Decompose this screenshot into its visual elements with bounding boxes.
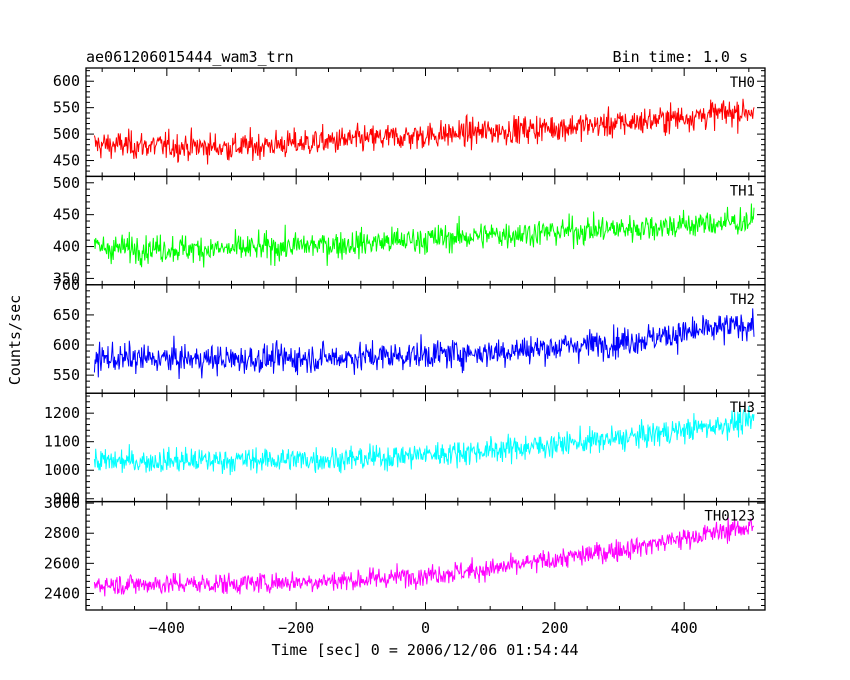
panel-th2: 550 600 650 700 TH2 (53, 276, 766, 394)
panel-frame (85, 284, 766, 394)
series-th3 (93, 405, 755, 476)
panels-group: 450 500 550 600 TH0 350 400 450 500 TH1 550 600 650 7… (44, 67, 766, 611)
x-tick-label: −200 (278, 619, 314, 637)
panel-frame (85, 392, 766, 503)
y-tick-label: 1000 (44, 461, 80, 479)
bin-time-label: Bin time: 1.0 s (613, 48, 748, 66)
y-tick-label: 2400 (44, 584, 80, 602)
y-tick-label: 1200 (44, 404, 80, 422)
panel-label: TH2 (730, 292, 755, 308)
panel-th0123: 2400 2600 2800 3000 TH0123 (44, 494, 766, 611)
x-tick-label: −400 (149, 619, 185, 637)
y-tick-label: 500 (53, 125, 80, 143)
y-tick-label: 450 (53, 152, 80, 170)
y-tick-label: 400 (53, 238, 80, 256)
y-tick-label: 550 (53, 366, 80, 384)
x-axis-label: Time [sec] 0 = 2006/12/06 01:54:44 (271, 641, 578, 659)
series-th1 (93, 203, 755, 268)
y-tick-label: 450 (53, 206, 80, 224)
panel-label: TH0123 (704, 509, 755, 525)
y-tick-label: 3000 (44, 494, 80, 512)
panel-label: TH1 (730, 183, 755, 199)
panel-frame (85, 500, 766, 611)
y-tick-label: 550 (53, 99, 80, 117)
y-tick-label: 600 (53, 336, 80, 354)
y-tick-label: 1100 (44, 433, 80, 451)
panel-th3: 900 1000 1100 1200 TH3 (44, 392, 766, 508)
y-tick-label: 900 (53, 490, 80, 508)
y-tick-label: 650 (53, 306, 80, 324)
y-tick-label: 2800 (44, 524, 80, 542)
x-tick-label: 200 (541, 619, 568, 637)
panel-label: TH3 (730, 400, 755, 416)
x-tick-label: 400 (671, 619, 698, 637)
series-th0 (93, 98, 755, 165)
y-tick-label: 600 (53, 72, 80, 90)
panel-th0: 450 500 550 600 TH0 (53, 67, 766, 178)
y-tick-label: 700 (53, 276, 80, 294)
y-axis-label: Counts/sec (6, 295, 24, 385)
y-tick-label: 2600 (44, 554, 80, 572)
series-th2 (93, 308, 755, 380)
chart-title: ae061206015444_wam3_trn (86, 48, 294, 66)
x-tick-label: 0 (421, 619, 430, 637)
panel-label: TH0 (730, 75, 755, 91)
panel-th1: 350 400 450 500 TH1 (53, 174, 766, 287)
series-th0123 (93, 516, 754, 597)
y-tick-label: 350 (53, 269, 80, 287)
x-tick-labels: −400 −200 0 200 400 (149, 619, 698, 637)
y-tick-label: 500 (53, 174, 80, 192)
